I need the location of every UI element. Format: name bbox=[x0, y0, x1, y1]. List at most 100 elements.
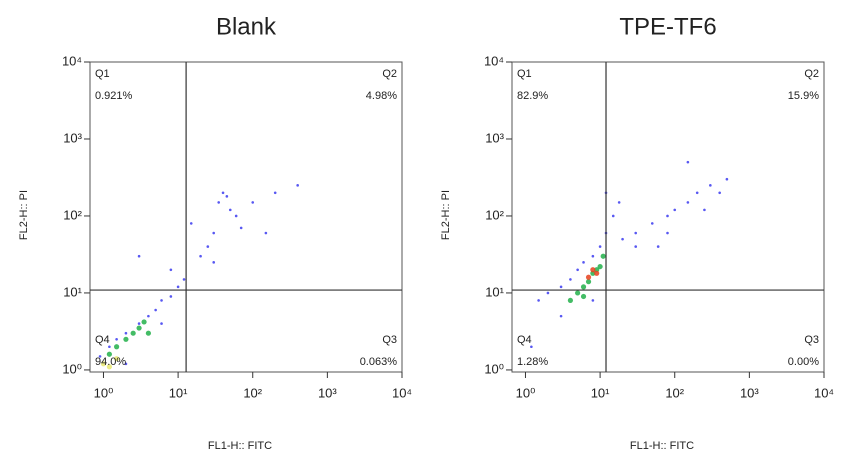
quadrant-name: Q3 bbox=[382, 334, 397, 346]
data-point bbox=[725, 177, 729, 181]
y-tick-label: 10³ bbox=[63, 130, 82, 145]
plot-frame bbox=[511, 61, 825, 373]
data-point bbox=[212, 231, 216, 235]
quadrant-name: Q4 bbox=[517, 334, 532, 346]
data-point bbox=[228, 208, 232, 212]
data-point bbox=[567, 297, 574, 304]
data-point bbox=[650, 222, 654, 225]
data-point bbox=[136, 325, 142, 331]
data-point bbox=[582, 261, 585, 264]
data-point bbox=[124, 331, 128, 335]
data-point bbox=[114, 356, 120, 362]
quadrant-percent: 0.00% bbox=[788, 356, 819, 368]
data-point bbox=[114, 344, 120, 350]
data-point bbox=[124, 362, 128, 366]
data-point bbox=[106, 364, 112, 370]
data-point bbox=[239, 226, 243, 230]
quadrant-percent: 0.921% bbox=[95, 90, 133, 102]
y-tick-label: 10² bbox=[63, 207, 82, 222]
quadrant-percent: 15.9% bbox=[788, 90, 819, 102]
data-point bbox=[115, 337, 118, 341]
data-point bbox=[160, 322, 163, 325]
data-point bbox=[530, 345, 533, 349]
data-point bbox=[686, 160, 690, 164]
data-point bbox=[591, 299, 595, 302]
y-axis-label: FL2-H:: PI bbox=[440, 190, 452, 240]
data-point bbox=[123, 336, 129, 342]
data-point bbox=[585, 279, 592, 285]
quadrant-name: Q1 bbox=[95, 68, 110, 80]
y-tick-label: 10⁴ bbox=[484, 53, 504, 68]
x-tick-label: 10⁴ bbox=[392, 385, 412, 400]
data-point bbox=[160, 299, 163, 302]
y-tick-label: 10¹ bbox=[485, 284, 504, 299]
y-tick-label: 10² bbox=[485, 207, 504, 222]
x-axis-label: FL1-H:: FITC bbox=[630, 440, 694, 452]
data-point bbox=[251, 201, 255, 204]
quadrant-percent: 4.98% bbox=[366, 90, 397, 102]
data-point bbox=[206, 245, 210, 248]
quadrant-percent: 94.0% bbox=[95, 356, 126, 368]
y-tick-label: 10⁴ bbox=[62, 53, 82, 68]
y-tick-label: 10³ bbox=[485, 130, 504, 145]
data-point bbox=[537, 299, 540, 302]
data-point bbox=[212, 261, 216, 264]
data-point bbox=[580, 293, 587, 300]
data-point bbox=[145, 330, 152, 336]
quadrant-percent: 1.28% bbox=[517, 356, 548, 368]
data-point bbox=[98, 355, 102, 358]
x-tick-label: 10⁴ bbox=[814, 385, 834, 400]
data-point bbox=[634, 245, 638, 248]
quadrant-name: Q2 bbox=[804, 68, 819, 80]
data-point bbox=[576, 268, 579, 272]
data-point bbox=[546, 291, 550, 295]
x-tick-label: 10³ bbox=[318, 385, 337, 400]
y-tick-label: 10⁰ bbox=[62, 361, 82, 376]
x-tick-label: 10² bbox=[665, 385, 684, 400]
data-point bbox=[137, 254, 141, 258]
data-point bbox=[598, 245, 602, 248]
data-point bbox=[559, 285, 563, 289]
data-point bbox=[273, 191, 277, 195]
quadrant-name: Q4 bbox=[95, 334, 110, 346]
plot-frame bbox=[89, 61, 403, 373]
data-point bbox=[559, 314, 563, 318]
data-point bbox=[591, 254, 595, 258]
data-point bbox=[217, 201, 221, 204]
data-point bbox=[718, 191, 721, 195]
data-point bbox=[169, 295, 173, 298]
data-point bbox=[106, 351, 112, 357]
data-point bbox=[575, 290, 581, 296]
data-point bbox=[141, 319, 147, 325]
data-point bbox=[296, 184, 299, 187]
data-point bbox=[169, 268, 173, 272]
data-point bbox=[234, 214, 238, 218]
data-point bbox=[594, 270, 600, 276]
quadrant-name: Q1 bbox=[517, 68, 532, 80]
data-point bbox=[666, 214, 669, 218]
quadrant-percent: 82.9% bbox=[517, 90, 548, 102]
data-point bbox=[189, 222, 193, 225]
quadrant-name: Q3 bbox=[804, 334, 819, 346]
chart-title: TPE-TF6 bbox=[619, 13, 716, 40]
quadrant-name: Q2 bbox=[382, 68, 397, 80]
x-tick-label: 10⁰ bbox=[516, 385, 536, 400]
data-point bbox=[590, 267, 596, 273]
data-point bbox=[695, 191, 699, 195]
data-point bbox=[225, 195, 229, 198]
data-point bbox=[137, 322, 141, 325]
data-point bbox=[666, 231, 669, 235]
quadrant-percent: 0.063% bbox=[360, 356, 398, 368]
data-point bbox=[264, 231, 268, 235]
x-tick-label: 10² bbox=[243, 385, 262, 400]
y-axis-label: FL2-H:: PI bbox=[18, 190, 30, 240]
data-point bbox=[703, 208, 706, 212]
x-tick-label: 10¹ bbox=[169, 385, 188, 400]
data-point bbox=[569, 278, 572, 281]
data-point bbox=[673, 208, 677, 212]
y-tick-label: 10¹ bbox=[63, 284, 82, 299]
data-point bbox=[108, 345, 111, 349]
data-point bbox=[154, 308, 157, 312]
data-point bbox=[617, 201, 621, 204]
